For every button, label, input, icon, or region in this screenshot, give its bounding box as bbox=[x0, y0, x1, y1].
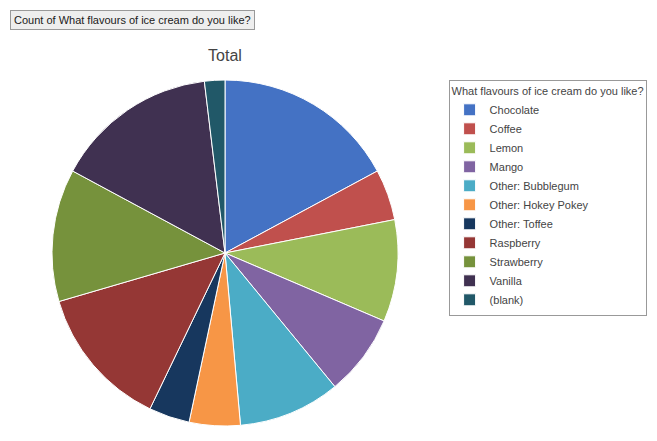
svg-text:Raspberry: Raspberry bbox=[490, 237, 541, 249]
svg-text:Mango: Mango bbox=[490, 161, 524, 173]
svg-text:Vanilla: Vanilla bbox=[490, 275, 523, 287]
svg-text:Count of What flavours of ice: Count of What flavours of ice cream do y… bbox=[14, 14, 251, 26]
svg-text:(blank): (blank) bbox=[490, 294, 524, 306]
svg-text:Coffee: Coffee bbox=[490, 123, 522, 135]
svg-text:Other: Hokey Pokey: Other: Hokey Pokey bbox=[490, 199, 589, 211]
svg-text:Other: Toffee: Other: Toffee bbox=[490, 218, 553, 230]
svg-text:Total: Total bbox=[208, 47, 242, 64]
svg-text:What flavours of ice cream do: What flavours of ice cream do you like? bbox=[452, 85, 644, 97]
svg-text:Chocolate: Chocolate bbox=[490, 104, 540, 116]
svg-text:Lemon: Lemon bbox=[490, 142, 524, 154]
svg-text:Strawberry: Strawberry bbox=[490, 256, 544, 268]
svg-text:Other: Bubblegum: Other: Bubblegum bbox=[490, 180, 579, 192]
